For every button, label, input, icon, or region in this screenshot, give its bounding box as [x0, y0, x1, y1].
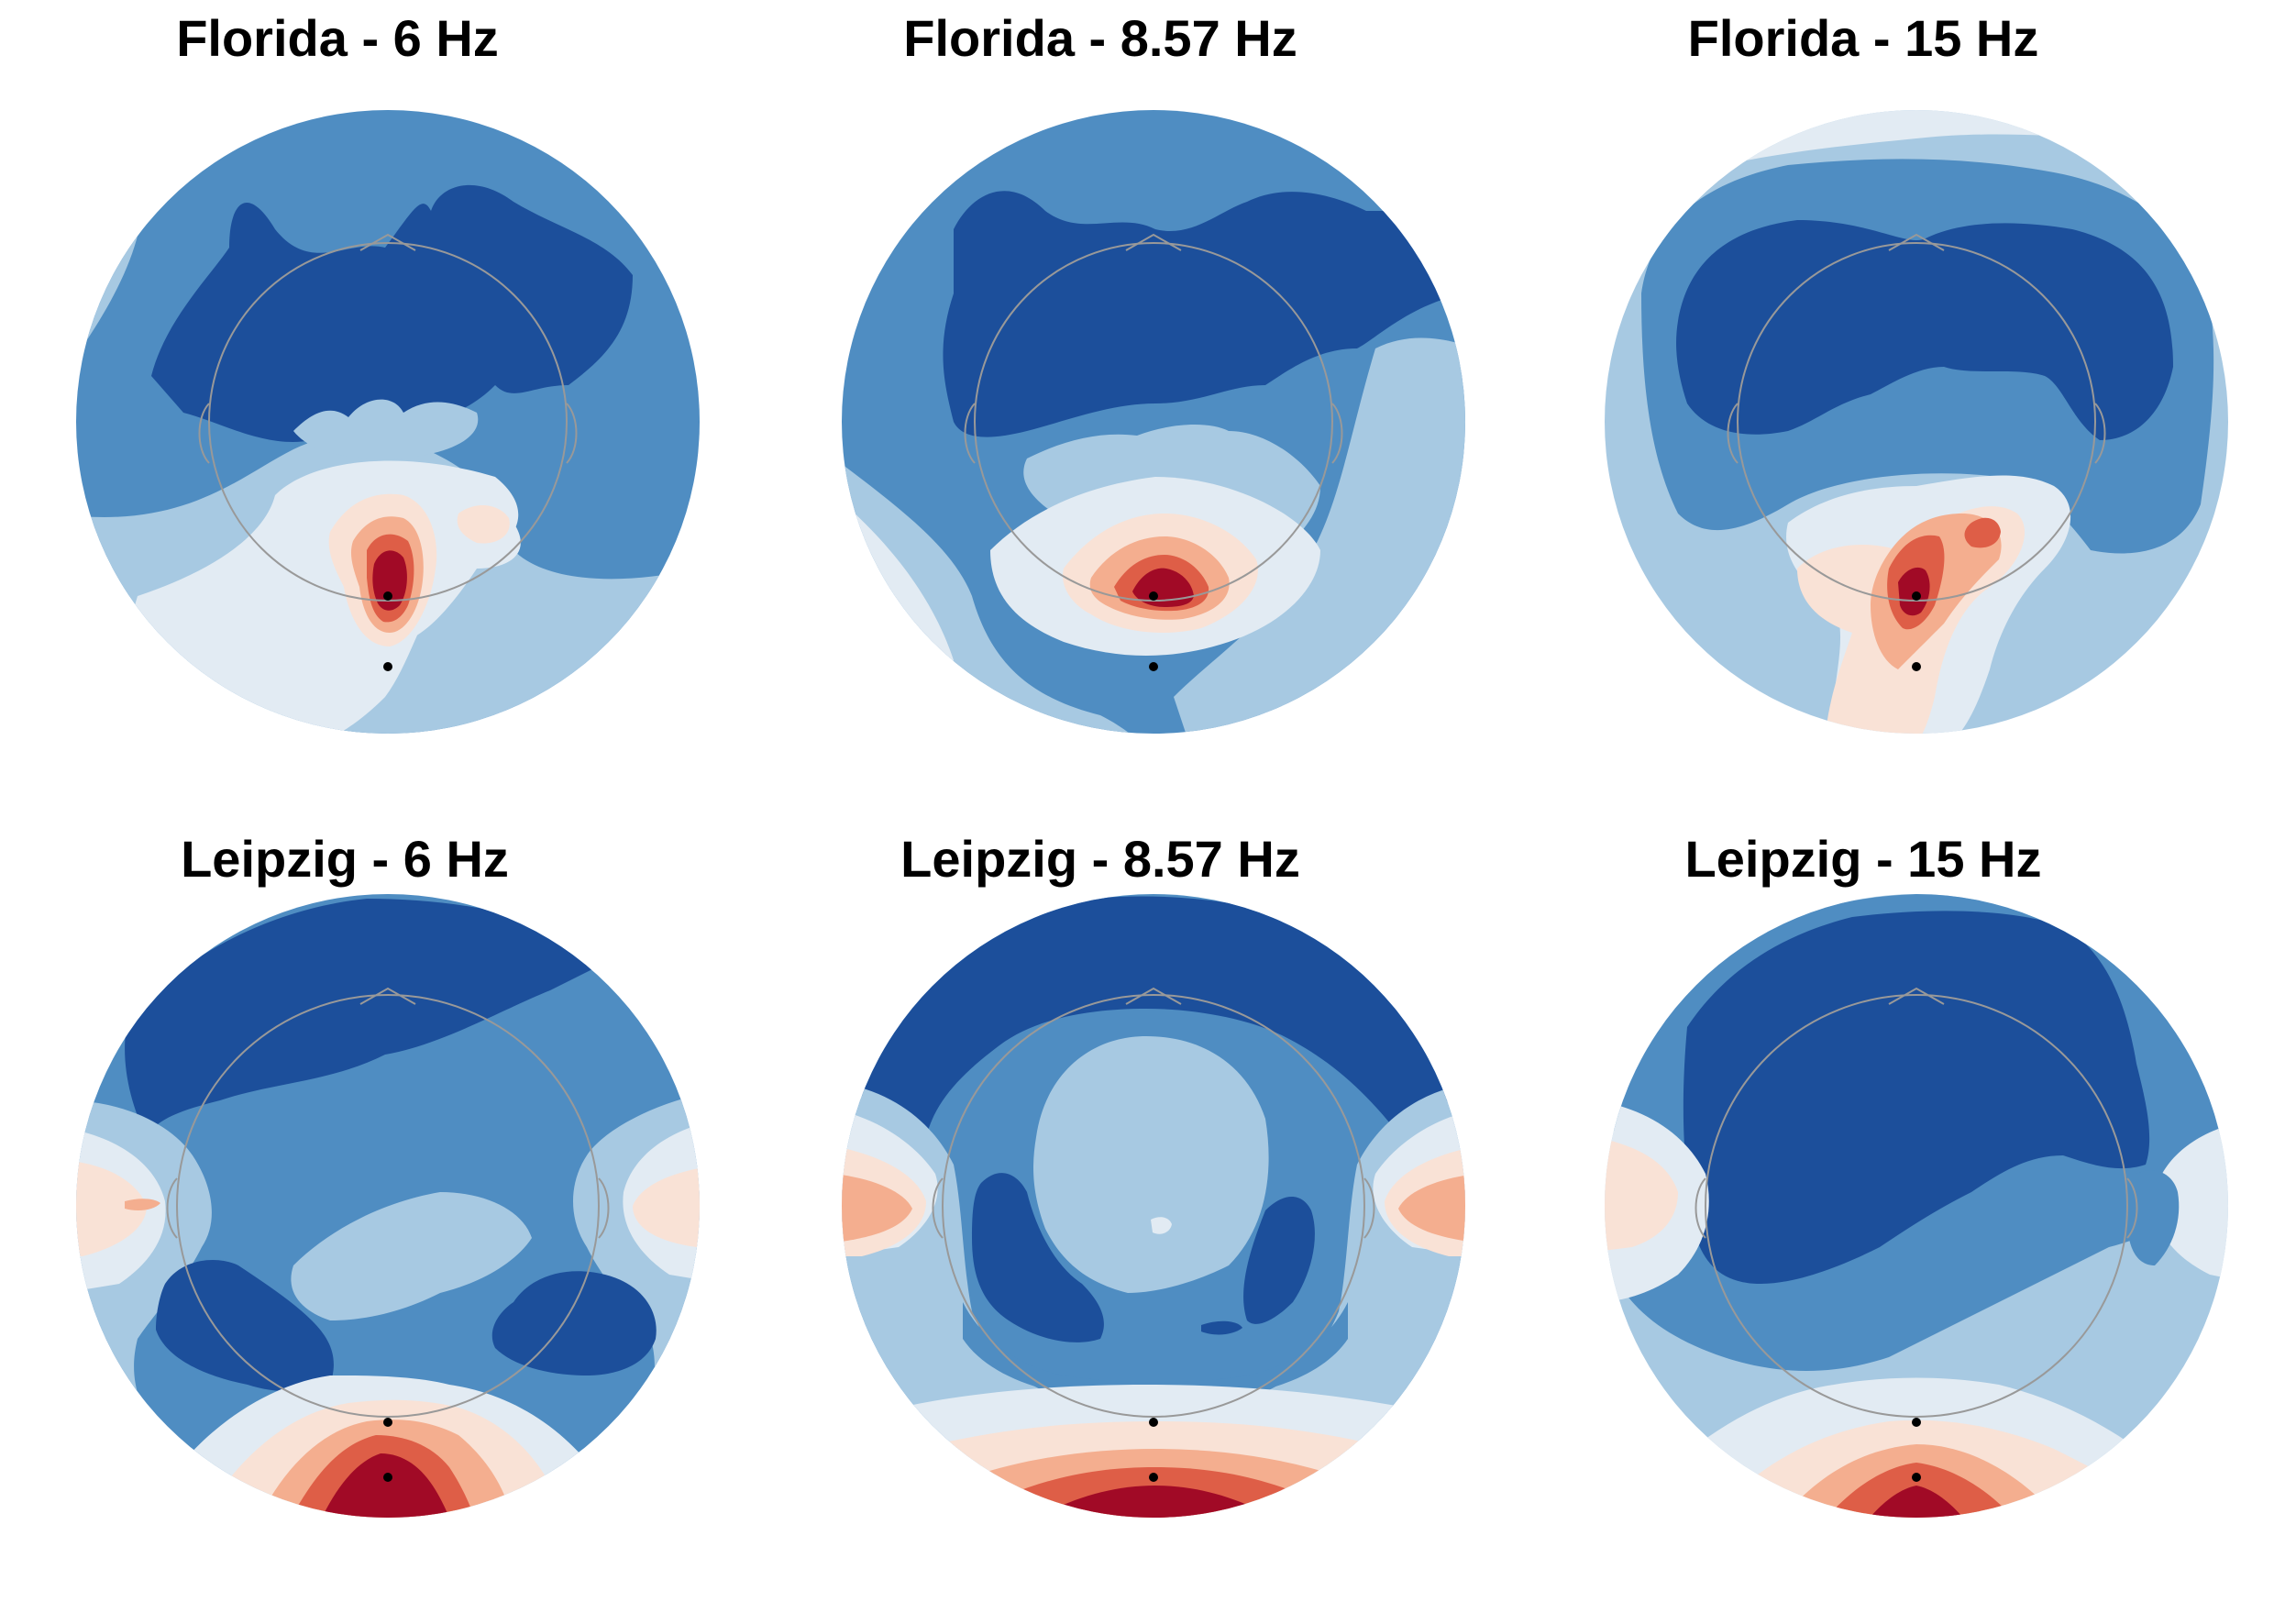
electrode-upper [383, 1418, 392, 1427]
left-ear-outline [932, 1177, 944, 1239]
nose-outline [1888, 233, 1945, 251]
electrode-upper [383, 591, 392, 601]
panel-title-leipzig-15hz: Leipzig - 15 Hz [1684, 830, 2042, 888]
band-blue-right-ear [2127, 1170, 2180, 1265]
band-light-blue-center [291, 1192, 532, 1320]
head-outline [176, 994, 600, 1418]
band-dark-blue-right [1243, 1197, 1315, 1324]
electrode-upper [1149, 591, 1158, 601]
band-dark-blue-left [972, 1173, 1104, 1342]
band-dark-red-core [372, 550, 407, 611]
right-ear-outline [566, 403, 578, 464]
band-dark-blue-frontal [862, 896, 1465, 1137]
band-dark-red-core [1132, 568, 1194, 607]
electrode-lower [1912, 1473, 1921, 1482]
band-dark-blue-frontal [1683, 911, 2150, 1284]
nose-outline [1125, 233, 1182, 251]
right-ear-outline [598, 1177, 610, 1239]
left-ear-outline [1727, 403, 1739, 464]
nose-outline [359, 987, 416, 1005]
nose-outline [359, 233, 416, 251]
band-pale-orange-left [1605, 1137, 1678, 1252]
band-salmon-left [842, 1174, 912, 1243]
electrode-lower [1149, 1473, 1158, 1482]
band-dark-red-bottom [1036, 1486, 1275, 1518]
band-dark-red-bottom [312, 1453, 458, 1518]
right-ear-outline [2094, 403, 2106, 464]
band-dark-blue-frontal [943, 191, 1465, 437]
electrode-upper [1149, 1418, 1158, 1427]
band-dark-blue-frontal [151, 184, 633, 443]
band-dark-blue-center-streak [1201, 1320, 1242, 1335]
panel-title-florida-6hz: Florida - 6 Hz [176, 9, 499, 67]
band-salmon-right [1398, 1174, 1465, 1243]
electrode-lower [383, 662, 392, 671]
left-ear-outline [1694, 1177, 1706, 1239]
band-dark-blue-left [156, 1260, 334, 1392]
band-dark-red-bottom [1852, 1486, 1981, 1518]
topomap-leipzig-15hz [1605, 894, 2228, 1518]
band-pale-orange-left [76, 1160, 147, 1256]
topomap-florida-15hz [1605, 110, 2228, 734]
electrode-lower [383, 1473, 392, 1482]
right-ear-outline [2126, 1177, 2138, 1239]
band-pale-orange-right [633, 1165, 700, 1247]
nose-outline [1125, 987, 1182, 1005]
nose-outline [1888, 987, 1945, 1005]
topomap-leipzig-6hz [76, 894, 700, 1518]
topomap-florida-857hz [842, 110, 1465, 734]
right-ear-outline [1331, 403, 1343, 464]
right-ear-outline [1363, 1177, 1375, 1239]
panel-title-florida-15hz: Florida - 15 Hz [1687, 9, 2039, 67]
band-light-blue-center [1033, 1036, 1269, 1293]
topomap-leipzig-857hz [842, 894, 1465, 1518]
band-light-blue-right [1174, 337, 1465, 734]
left-ear-outline [964, 403, 976, 464]
band-orange-red-right [1964, 517, 2001, 548]
band-dark-red-core [1898, 567, 1930, 616]
panel-title-leipzig-6hz: Leipzig - 6 Hz [181, 830, 509, 888]
panel-title-leipzig-857hz: Leipzig - 8.57 Hz [900, 830, 1300, 888]
topomap-florida-6hz [76, 110, 700, 734]
band-dark-blue-frontal [125, 899, 624, 1137]
band-dark-blue-right [491, 1271, 657, 1375]
band-blue-lower-arc [963, 1302, 1348, 1401]
band-light-blue-islands [293, 399, 479, 458]
band-pale-blue-center-dot [1151, 1217, 1172, 1234]
head-outline [1705, 994, 2128, 1418]
head-outline [942, 994, 1365, 1418]
electrode-lower [1149, 662, 1158, 671]
panel-title-florida-857hz: Florida - 8.57 Hz [903, 9, 1297, 67]
left-ear-outline [198, 403, 210, 464]
electrode-upper [1912, 1418, 1921, 1427]
electrode-lower [1912, 662, 1921, 671]
band-pale-orange-right [457, 504, 510, 544]
band-salmon-left-dot [125, 1199, 160, 1210]
electrode-upper [1912, 591, 1921, 601]
band-pale-blue-right [2154, 1119, 2228, 1284]
left-ear-outline [166, 1177, 178, 1239]
band-dark-blue-frontal [1676, 220, 2173, 440]
